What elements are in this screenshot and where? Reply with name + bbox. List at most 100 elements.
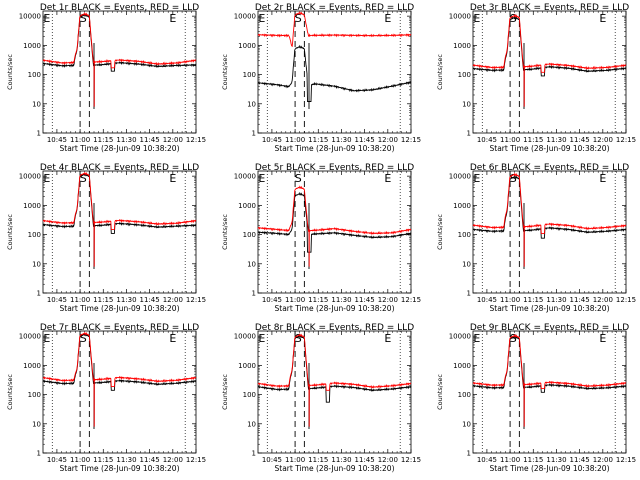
axes-frame [472,170,627,294]
x-tick-label: 11:30 [546,296,566,304]
x-tick-label: 11:30 [331,296,351,304]
x-tick-label: 12:00 [378,296,398,304]
x-tick-label: 11:30 [546,136,566,144]
y-tick-label: 1000 [23,42,41,50]
x-tick-label: 10:45 [47,136,67,144]
y-tick-label: 10000 [234,173,256,181]
lld-line [42,171,197,267]
y-axis-label: Counts/sec [436,374,444,410]
x-tick-label: 12:00 [163,136,183,144]
x-tick-label: 10:45 [477,136,497,144]
marker-s: S [510,332,517,345]
y-tick-label: 1 [252,290,256,298]
x-tick-label: 11:45 [570,456,590,464]
panel-det-3r: Det 3r BLACK = Events, RED = LLD 1 10 100 10… [436,3,636,153]
x-tick-label: 11:00 [285,456,305,464]
x-tick-label: 12:00 [593,456,613,464]
y-tick-label: 10 [462,100,471,108]
y-tick-label: 10 [462,420,471,428]
y-tick-label: 10000 [19,333,41,341]
y-tick-label: 1 [37,290,41,298]
x-tick-label: 11:45 [355,456,375,464]
y-tick-label: 100 [28,391,41,399]
lld-line [257,185,412,267]
panel-det-8r: Det 8r BLACK = Events, RED = LLD 1 10 100 10… [221,323,421,473]
y-tick-label: 100 [243,391,256,399]
panel-title: Det 3r BLACK = Events, RED = LLD [470,3,629,13]
marker-e: E [258,172,265,185]
x-tick-label: 10:45 [477,296,497,304]
x-tick-label: 11:15 [308,456,328,464]
y-axis-label: Counts/sec [221,54,229,90]
y-axis-label: Counts/sec [221,214,229,250]
y-tick-label: 10 [247,420,256,428]
y-tick-label: 10 [247,100,256,108]
x-tick-label: 11:30 [116,456,136,464]
y-tick-label: 1 [467,290,471,298]
marker-e: E [43,332,50,345]
x-tick-label: 11:15 [523,296,543,304]
x-tick-label: 12:15 [401,136,421,144]
y-tick-label: 100 [28,231,41,239]
y-tick-label: 1 [467,450,471,458]
panel-det-6r: Det 6r BLACK = Events, RED = LLD 1 10 100 10… [436,163,636,313]
y-tick-label: 10000 [449,333,471,341]
marker-e: E [473,12,480,25]
y-tick-label: 1000 [238,42,256,50]
lld-line [472,333,627,427]
axes-frame [42,170,197,294]
lld-line [472,172,627,267]
x-tick-label: 11:45 [140,136,160,144]
y-tick-label: 10 [247,260,256,268]
x-axis-label: Start Time (28-Jun-09 10:38:20) [275,304,395,313]
x-tick-label: 12:15 [186,456,206,464]
lld-line [257,333,412,427]
panel-title: Det 8r BLACK = Events, RED = LLD [255,323,414,333]
x-tick-label: 10:45 [477,456,497,464]
marker-e: E [169,12,176,25]
y-tick-label: 1000 [23,362,41,370]
x-tick-label: 11:45 [355,136,375,144]
x-tick-label: 11:30 [546,456,566,464]
y-tick-label: 10000 [234,333,256,341]
y-tick-label: 100 [458,71,471,79]
x-axis-label: Start Time (28-Jun-09 10:38:20) [60,464,180,473]
y-tick-label: 1 [252,130,256,138]
x-tick-label: 12:15 [401,456,421,464]
events-line [42,13,197,107]
marker-e: E [599,332,606,345]
x-tick-label: 11:45 [570,136,590,144]
y-axis-label: Counts/sec [221,374,229,410]
x-tick-label: 10:45 [262,456,282,464]
marker-e: E [384,172,391,185]
panel-title: Det 1r BLACK = Events, RED = LLD [40,3,199,13]
x-tick-label: 12:00 [378,136,398,144]
y-tick-label: 1 [37,450,41,458]
y-tick-label: 10000 [449,173,471,181]
panel-title: Det 2r BLACK = Events, RED = LLD [255,3,414,13]
axes-frame [42,10,197,134]
x-tick-label: 11:30 [331,456,351,464]
panel-det-9r: Det 9r BLACK = Events, RED = LLD 1 10 100 10… [436,323,636,473]
panel-title: Det 9r BLACK = Events, RED = LLD [470,323,629,333]
marker-s: S [510,172,517,185]
x-tick-label: 11:15 [308,136,328,144]
x-tick-label: 11:00 [500,136,520,144]
events-line [257,334,412,427]
x-axis-label: Start Time (28-Jun-09 10:38:20) [60,304,180,313]
x-axis-label: Start Time (28-Jun-09 10:38:20) [490,304,610,313]
panel-title: Det 7r BLACK = Events, RED = LLD [40,323,199,333]
lld-line [42,331,197,427]
marker-e: E [473,172,480,185]
events-line [472,174,627,267]
marker-e: E [169,332,176,345]
y-axis-label: Counts/sec [6,374,14,410]
lld-line [257,11,412,48]
x-tick-label: 11:00 [285,296,305,304]
events-line [42,332,197,427]
y-axis-label: Counts/sec [6,54,14,90]
x-tick-label: 12:15 [401,296,421,304]
marker-e: E [384,12,391,25]
y-tick-label: 1000 [453,362,471,370]
marker-s: S [80,332,87,345]
